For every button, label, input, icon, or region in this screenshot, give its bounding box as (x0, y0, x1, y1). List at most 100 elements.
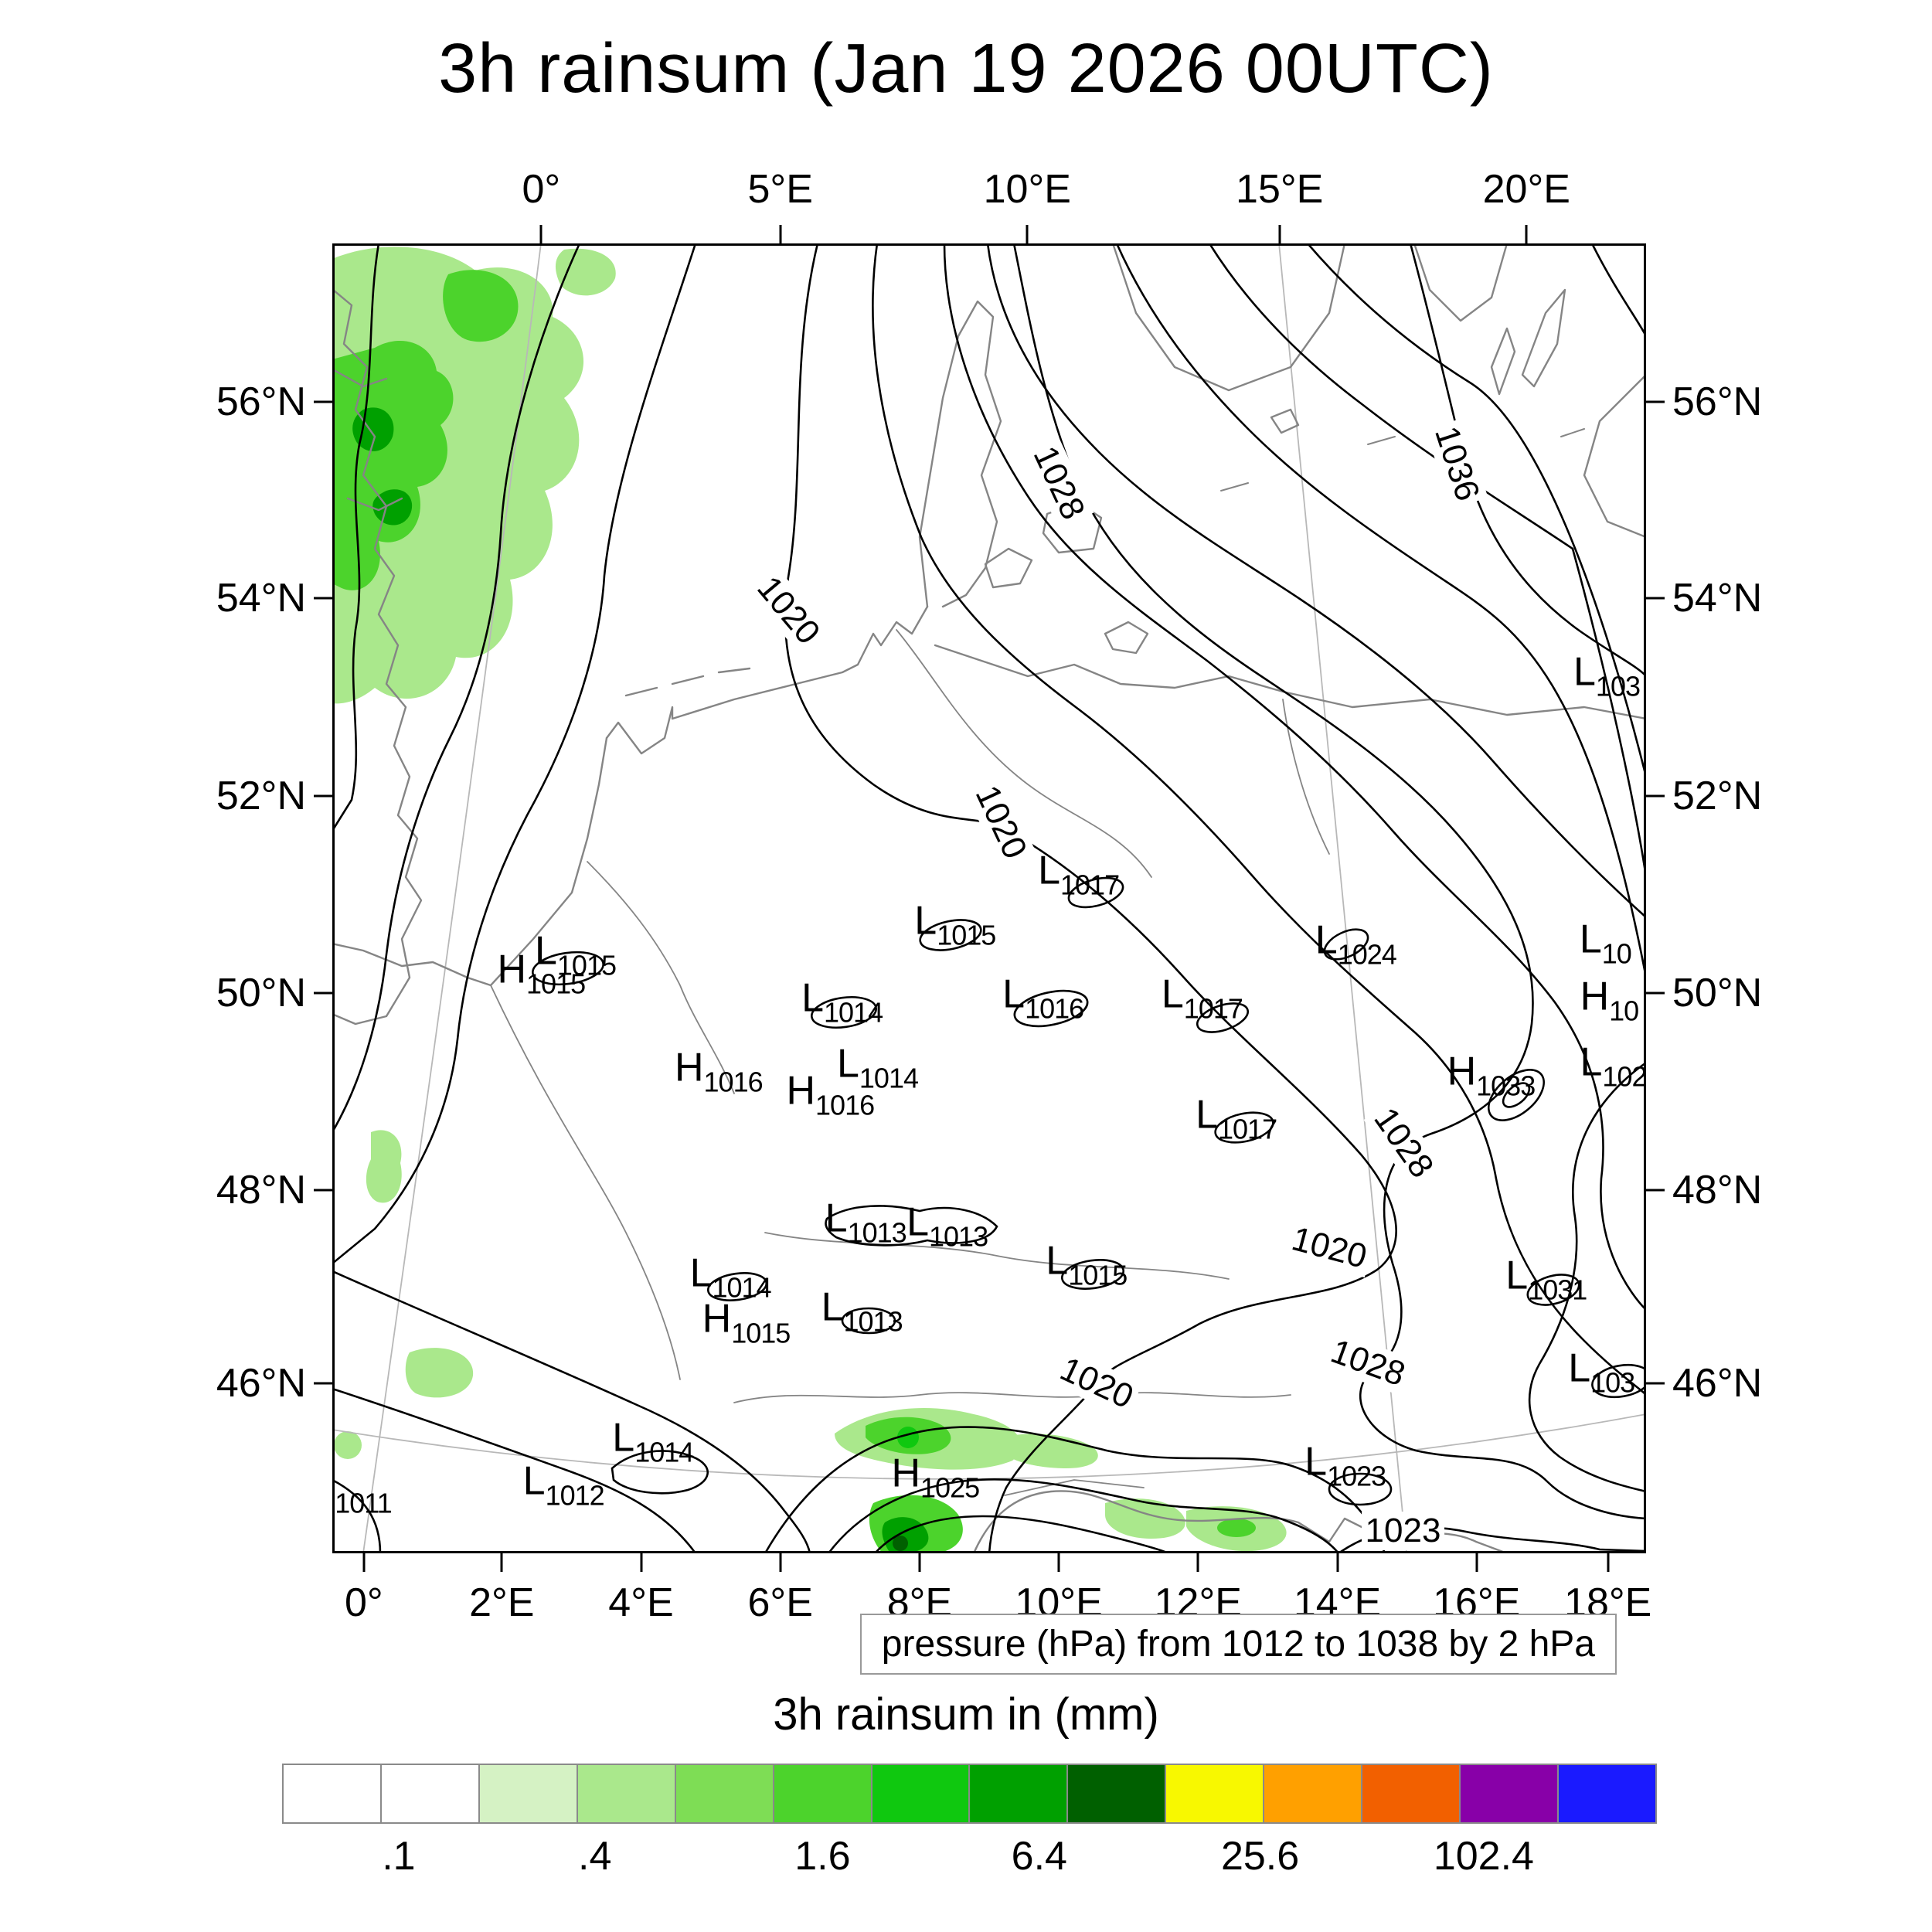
isobar-1028-east (1528, 1061, 1646, 1493)
colorbar-labels: .1 .4 1.6 6.4 25.6 102.4 (282, 1833, 1654, 1887)
map-area: L1015 H1015 L1014 L1015 L1017 L1016 L1017 H1016… (332, 243, 1646, 1553)
pressure-center-label: L1014 (801, 975, 883, 1029)
closed-contour (1502, 1082, 1531, 1108)
pressure-letter: L (1038, 848, 1061, 893)
pressure-letter: L (1579, 917, 1602, 962)
pressure-value: 1013 (929, 1220, 988, 1253)
closed-contour (919, 919, 982, 951)
axis-tick-bottom (1475, 1553, 1478, 1572)
axis-tick-right (1646, 794, 1665, 798)
pressure-value: 1017 (1060, 869, 1120, 901)
axis-label-top: 10°E (983, 167, 1071, 212)
axis-tick-left (314, 400, 332, 403)
contour-label: 1023 (1361, 1512, 1445, 1551)
colorbar-segment (675, 1765, 774, 1822)
pressure-center-label: L1016 (1002, 971, 1084, 1025)
axis-tick-bottom (362, 1553, 366, 1572)
colorbar-segment (577, 1765, 676, 1822)
pressure-letter: L (1573, 649, 1596, 695)
axis-label-right: 52°N (1672, 774, 1763, 819)
contour-label: 1020 (747, 566, 830, 655)
axis-label-top: 20°E (1482, 167, 1570, 212)
pressure-value: 103 (1590, 1366, 1635, 1399)
rain-patch-medium (1217, 1519, 1256, 1537)
axis-label-left: 52°N (216, 774, 306, 819)
rain-patch-dark (897, 1427, 919, 1448)
rain-patch-light (405, 1348, 474, 1398)
colorbar-segment (1264, 1765, 1363, 1822)
colorbar-segment (1068, 1765, 1167, 1822)
axis-label-left: 54°N (216, 576, 306, 621)
pressure-value: 1015 (556, 949, 617, 981)
axis-tick-left (314, 794, 332, 798)
axis-label-bottom: 0° (344, 1580, 383, 1625)
axis-tick-left (314, 1382, 332, 1385)
closed-contour (1328, 1472, 1393, 1506)
pressure-value: 1014 (712, 1271, 772, 1304)
axis-label-top: 5°E (747, 167, 813, 212)
isobar-1018 (332, 243, 697, 1265)
pressure-letter: L (906, 1199, 930, 1245)
pressure-letter: L (1315, 917, 1338, 963)
pressure-letter: L (689, 1250, 713, 1296)
pressure-center-label: L1012 (523, 1458, 605, 1512)
closed-contour (1196, 1002, 1250, 1033)
pressure-letter: L (1046, 1238, 1069, 1284)
colorbar-segment (1461, 1765, 1559, 1822)
pressure-value: 1014 (859, 1062, 919, 1094)
axis-tick-bottom (640, 1553, 642, 1572)
axis-tick-top (779, 225, 782, 243)
axis-tick-bottom (779, 1553, 782, 1572)
map: L1015 H1015 L1014 L1015 L1017 L1016 L1017 H1016… (216, 167, 1762, 1625)
isobar-corner-low (332, 1478, 382, 1553)
pressure-value: 1033 (1476, 1070, 1536, 1102)
pressure-value: 1011 (335, 1487, 392, 1519)
pressure-letter: L (1505, 1253, 1529, 1298)
pressure-value: 1023 (1327, 1460, 1386, 1492)
axis-tick-left (314, 597, 332, 600)
axis-tick-left (314, 1189, 332, 1192)
colorbar-tick-label: .4 (578, 1834, 612, 1879)
axis-tick-top (1026, 225, 1029, 243)
axis-label-right: 48°N (1672, 1168, 1763, 1213)
pressure-letter: L (836, 1041, 859, 1087)
pressure-letter: H (891, 1451, 921, 1496)
river-oder (1282, 699, 1330, 855)
pressure-value: 1015 (731, 1317, 791, 1349)
contour-label: 1020 (965, 776, 1036, 869)
pressure-value: 1014 (824, 996, 883, 1029)
axis-tick-right (1646, 1382, 1665, 1385)
pressure-value: 10 (1601, 937, 1632, 970)
contour-label: 1028 (1363, 1097, 1443, 1189)
isobar-1012 (332, 1387, 697, 1553)
pressure-letter: L (801, 975, 825, 1021)
axis-tick-right (1646, 400, 1665, 403)
colorbar-segment (381, 1765, 480, 1822)
isobar-1028 (1012, 243, 1646, 1520)
pressure-letter: H (786, 1068, 816, 1114)
axis-label-bottom: 2°E (469, 1580, 535, 1625)
pressure-center-label: L1013 (906, 1199, 988, 1253)
pressure-letter: L (1568, 1345, 1591, 1391)
river-danube (764, 1232, 1230, 1280)
coast-wadden-islands (624, 667, 751, 697)
pressure-label-layer: L1015 H1015 L1014 L1015 L1017 L1016 L1017 H1016… (332, 243, 1646, 1553)
closed-contour (811, 995, 877, 1029)
axis-tick-right (1646, 597, 1665, 600)
axis-label-left: 50°N (216, 970, 306, 1015)
coast-britain (332, 287, 423, 1026)
colorbar-segment (1166, 1765, 1265, 1822)
axis-label-bottom: 6°E (747, 1580, 813, 1625)
isobar-1038 (1590, 243, 1646, 337)
pressure-letter: L (914, 898, 937, 944)
axis-label-left: 46°N (216, 1360, 306, 1406)
pressure-letter: L (1161, 971, 1184, 1017)
colorbar-segment (1362, 1765, 1461, 1822)
pressure-value: 1016 (703, 1066, 764, 1098)
coast-baltic-east (1583, 373, 1646, 539)
isobar-1020-alps (764, 1426, 1386, 1553)
isobar-1024 (943, 243, 1646, 1311)
pressure-center-label: H1025 (891, 1451, 980, 1505)
pressure-center-label: L1015 (914, 897, 996, 951)
